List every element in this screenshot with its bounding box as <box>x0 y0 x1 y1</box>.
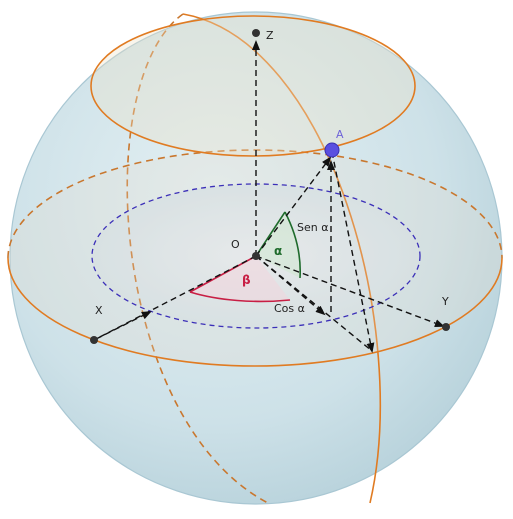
x-label: X <box>95 304 103 317</box>
y-point[interactable] <box>442 323 450 331</box>
origin-to-equator-line <box>255 255 373 352</box>
alpha-arc <box>284 211 302 279</box>
meridian-front <box>182 13 381 504</box>
meridian-back <box>126 13 269 504</box>
beta-arc <box>189 291 291 303</box>
parallel-circle <box>90 15 416 157</box>
radius-to-a <box>255 156 332 257</box>
equator-back <box>7 149 503 259</box>
origin-label: O <box>231 238 240 251</box>
point-a[interactable] <box>324 142 340 158</box>
cos-alpha-label: Cos α <box>274 302 305 315</box>
equator-front <box>7 257 503 367</box>
y-label: Y <box>441 295 449 308</box>
origin-point[interactable] <box>252 252 260 260</box>
alpha-edge <box>255 211 286 257</box>
point-a-label: A <box>336 128 344 141</box>
z-point[interactable] <box>252 29 260 37</box>
beta-label: β <box>242 273 251 287</box>
a-to-equator-line <box>331 151 375 353</box>
alpha-label: α <box>274 244 282 258</box>
z-label: Z <box>266 29 274 42</box>
x-point[interactable] <box>90 336 98 344</box>
y-axis <box>255 255 445 327</box>
beta-sector <box>190 256 290 302</box>
x-axis-extension <box>95 311 152 340</box>
sen-alpha-label: Sen α <box>297 221 328 234</box>
alpha-sector <box>256 212 301 278</box>
